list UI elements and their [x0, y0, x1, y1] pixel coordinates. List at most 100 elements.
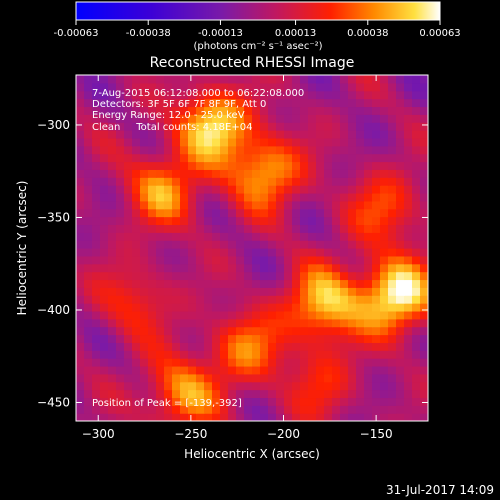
heatmap-cell [340, 192, 349, 202]
heatmap-cell [204, 279, 213, 288]
colorbar-tick-label: -0.00063 [54, 28, 99, 39]
heatmap-cell [204, 358, 213, 367]
heatmap-cell [100, 145, 109, 155]
heatmap-cell [420, 389, 428, 399]
heatmap-cell [276, 255, 285, 265]
heatmap-cell [124, 365, 133, 375]
heatmap-cell [76, 287, 85, 296]
heatmap-cell [420, 208, 428, 218]
heatmap-cell [300, 255, 309, 265]
heatmap-cell [348, 200, 357, 210]
heatmap-cell [204, 405, 213, 414]
heatmap-cell [252, 98, 261, 108]
heatmap-cell [388, 185, 397, 194]
heatmap-cell [140, 255, 149, 265]
heatmap-cell [284, 114, 293, 123]
heatmap-cell [172, 177, 181, 186]
heatmap-cell [108, 137, 117, 147]
heatmap-cell [220, 240, 229, 249]
heatmap-cell [340, 90, 349, 100]
heatmap-cell [332, 153, 341, 163]
heatmap-cell [268, 358, 277, 367]
heatmap-cell [316, 192, 325, 202]
heatmap-cell [364, 240, 373, 249]
heatmap-cell [284, 405, 293, 414]
heatmap-cell [324, 334, 333, 343]
heatmap-cell [284, 153, 293, 163]
heatmap-cell [140, 358, 149, 367]
heatmap-cell [388, 295, 397, 304]
heatmap-cell [252, 137, 261, 147]
heatmap-cell [332, 334, 341, 343]
heatmap-cell [348, 326, 357, 336]
heatmap-cell [364, 255, 373, 265]
heatmap-cell [204, 216, 213, 226]
heatmap-cell [420, 169, 428, 178]
heatmap-cell [228, 153, 237, 163]
heatmap-cell [212, 263, 221, 273]
heatmap-cell [236, 342, 245, 351]
heatmap-cell [108, 130, 117, 139]
heatmap-cell [340, 185, 349, 194]
heatmap-cell [396, 169, 405, 178]
heatmap-cell [156, 82, 165, 92]
heatmap-cell [412, 106, 421, 115]
heatmap-cell [164, 98, 173, 108]
heatmap-cell [356, 318, 365, 328]
heatmap-cell [188, 350, 197, 359]
heatmap-cell [140, 326, 149, 336]
heatmap-cell [124, 413, 133, 421]
heatmap-cell [76, 248, 85, 257]
heatmap-cell [316, 358, 325, 367]
heatmap-cell [324, 389, 333, 399]
heatmap-cell [76, 192, 85, 202]
heatmap-cell [116, 161, 125, 170]
heatmap-cell [292, 263, 301, 273]
heatmap-cell [276, 295, 285, 304]
heatmap-cell [332, 90, 341, 100]
heatmap-cell [404, 310, 413, 320]
heatmap-cell [340, 224, 349, 233]
heatmap-cell [372, 137, 381, 147]
heatmap-cell [148, 90, 157, 100]
heatmap-cell [204, 122, 213, 131]
heatmap-cell [220, 413, 229, 421]
heatmap-cell [292, 232, 301, 241]
heatmap-cell [284, 295, 293, 304]
heatmap-cell [260, 161, 269, 170]
heatmap-cell [396, 310, 405, 320]
heatmap-cell [180, 82, 189, 92]
heatmap-cell [284, 342, 293, 351]
heatmap-cell [316, 106, 325, 115]
heatmap-cell [412, 224, 421, 233]
heatmap-cell [308, 295, 317, 304]
heatmap-cell [396, 145, 405, 155]
y-tick-label: −450 [37, 395, 70, 409]
heatmap-cell [364, 98, 373, 108]
heatmap-cell [172, 310, 181, 320]
heatmap-cell [172, 200, 181, 210]
heatmap-cell [404, 90, 413, 100]
heatmap-cell [356, 279, 365, 288]
heatmap-cell [172, 192, 181, 202]
heatmap-cell [252, 240, 261, 249]
heatmap-cell [188, 114, 197, 123]
heatmap-cell [116, 90, 125, 100]
heatmap-cell [348, 240, 357, 249]
heatmap-cell [92, 232, 101, 241]
heatmap-cell [156, 153, 165, 163]
heatmap-cell [420, 279, 428, 288]
heatmap-cell [388, 232, 397, 241]
heatmap-cell [404, 389, 413, 399]
heatmap-cell [124, 358, 133, 367]
heatmap-cell [292, 114, 301, 123]
x-tick-label: −150 [360, 427, 393, 441]
heatmap-cell [420, 192, 428, 202]
heatmap-cell [284, 350, 293, 359]
heatmap-cell [100, 106, 109, 115]
heatmap-cell [356, 137, 365, 147]
heatmap-cell [172, 365, 181, 375]
heatmap-cell [148, 177, 157, 186]
heatmap-cell [316, 145, 325, 155]
heatmap-cell [76, 106, 85, 115]
